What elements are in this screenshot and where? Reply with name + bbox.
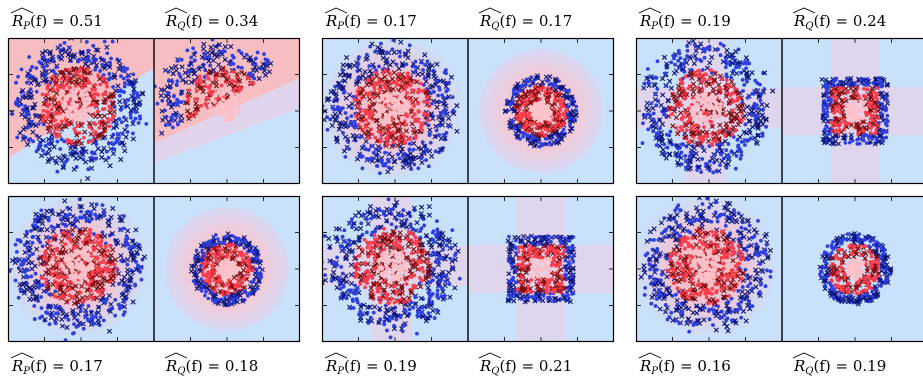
hat-accent <box>638 7 662 14</box>
label-top-P-2: RP(f) = 0.19 <box>639 12 731 32</box>
label-bottom-P-2: RP(f) = 0.16 <box>639 357 731 377</box>
hat-accent <box>164 352 188 359</box>
risk-labels: RP(f) = 0.51 RQ(f) = 0.34 RP(f) = 0.17 RQ(f… <box>10 7 886 377</box>
label-top-Q-2: RQ(f) = 0.24 <box>793 12 886 32</box>
panel-grid <box>7 37 923 343</box>
hat-accent <box>10 7 34 14</box>
hat-accent <box>792 352 816 359</box>
hat-accent <box>10 352 34 359</box>
label-top-Q-0: RQ(f) = 0.34 <box>165 12 258 32</box>
label-bottom-P-1: RP(f) = 0.19 <box>325 357 417 377</box>
hat-accent <box>324 352 348 359</box>
label-top-P-0: RP(f) = 0.51 <box>11 12 103 32</box>
label-top-P-1: RP(f) = 0.17 <box>325 12 417 32</box>
label-bottom-Q-0: RQ(f) = 0.18 <box>165 357 258 377</box>
hat-accent <box>792 7 816 14</box>
hat-accent <box>638 352 662 359</box>
hat-accent <box>478 352 502 359</box>
label-bottom-Q-2: RQ(f) = 0.19 <box>793 357 886 377</box>
hat-accent <box>164 7 188 14</box>
label-top-Q-1: RQ(f) = 0.17 <box>479 12 572 32</box>
label-bottom-P-0: RP(f) = 0.17 <box>11 357 103 377</box>
label-bottom-Q-1: RQ(f) = 0.21 <box>479 357 572 377</box>
hat-accent <box>478 7 502 14</box>
hat-accent <box>324 7 348 14</box>
